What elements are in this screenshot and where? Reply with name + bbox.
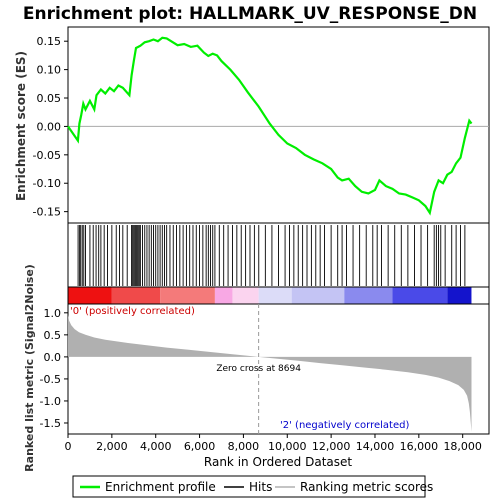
metric-y-tick-label: -1.5	[40, 417, 61, 430]
ranking-color-segment	[111, 287, 161, 304]
ranking-color-segment	[291, 287, 345, 304]
x-tick-label: 8,000	[228, 440, 260, 453]
ranking-color-segment	[214, 287, 233, 304]
metric-y-tick-label: -1.0	[40, 395, 61, 408]
x-axis-label: Rank in Ordered Dataset	[204, 455, 352, 469]
x-axis-ticks: 0 2,000 4,000 6,000 8,000 10,000 12,000 14,000 1…	[65, 434, 482, 453]
legend-label-enrichment: Enrichment profile	[105, 480, 216, 494]
es-y-tick-label: -0.10	[33, 177, 61, 190]
x-tick-label: 16,000	[400, 440, 439, 453]
es-y-tick-label: 0.05	[37, 92, 62, 105]
ranking-color-segment	[258, 287, 292, 304]
x-tick-label: 0	[65, 440, 72, 453]
es-y-tick-label: 0.00	[37, 120, 62, 133]
legend-label-ranking: Ranking metric scores	[300, 480, 433, 494]
x-tick-label: 14,000	[356, 440, 395, 453]
es-y-tick-label: 0.10	[37, 64, 62, 77]
metric-y-tick-label: -0.5	[40, 373, 61, 386]
x-tick-label: 6,000	[184, 440, 216, 453]
chart-legend: Enrichment profile Hits Ranking metric s…	[72, 475, 433, 498]
enrichment-profile-line	[67, 36, 473, 216]
x-tick-label: 4,000	[140, 440, 172, 453]
x-tick-label: 12,000	[312, 440, 351, 453]
ranking-color-segment	[344, 287, 393, 304]
x-tick-label: 18,000	[443, 440, 482, 453]
legend-frame	[72, 475, 426, 498]
metric-y-axis-label: Ranked list metric (Signal2Noise)	[23, 264, 36, 472]
positive-correlation-label: '0' (positively correlated)	[70, 306, 195, 317]
hits-lines	[77, 225, 466, 286]
ranking-color-segments	[68, 287, 472, 304]
legend-label-hits: Hits	[249, 480, 272, 494]
es-panel: 0.15 0.10 0.05 0.00 -0.05 -0.10 -0.15 Enrichme…	[14, 26, 490, 224]
es-y-tick-label: -0.15	[33, 206, 61, 219]
es-y-tick-label: 0.15	[37, 35, 62, 48]
ranked-metric-panel: 1.0 0.5 0.0 -0.5 -1.0 -1.5 Zero cross at 8694…	[23, 264, 490, 472]
ranking-color-segment	[392, 287, 448, 304]
es-y-tick-label: -0.05	[33, 149, 61, 162]
ranking-color-segment	[232, 287, 259, 304]
es-y-ticks: 0.15 0.10 0.05 0.00 -0.05 -0.10 -0.15	[33, 35, 68, 219]
metric-y-tick-label: 1.0	[44, 307, 62, 320]
x-tick-label: 10,000	[268, 440, 307, 453]
chart-title: Enrichment plot: HALLMARK_UV_RESPONSE_DN	[23, 4, 477, 24]
zero-cross-label: Zero cross at 8694	[216, 364, 301, 374]
metric-y-tick-label: 0.5	[44, 329, 62, 342]
es-y-axis-label: Enrichment score (ES)	[14, 51, 28, 201]
ranking-color-segment	[447, 287, 472, 304]
metric-y-ticks: 1.0 0.5 0.0 -0.5 -1.0 -1.5	[40, 307, 68, 430]
ranking-color-segment	[160, 287, 215, 304]
ranking-color-bar	[67, 286, 490, 305]
metric-y-tick-label: 0.0	[44, 351, 62, 364]
hits-panel	[67, 222, 490, 288]
negative-correlation-label: '2' (negatively correlated)	[280, 420, 409, 431]
ranking-color-segment	[68, 287, 112, 304]
es-panel-frame	[67, 26, 490, 224]
x-tick-label: 2,000	[96, 440, 128, 453]
